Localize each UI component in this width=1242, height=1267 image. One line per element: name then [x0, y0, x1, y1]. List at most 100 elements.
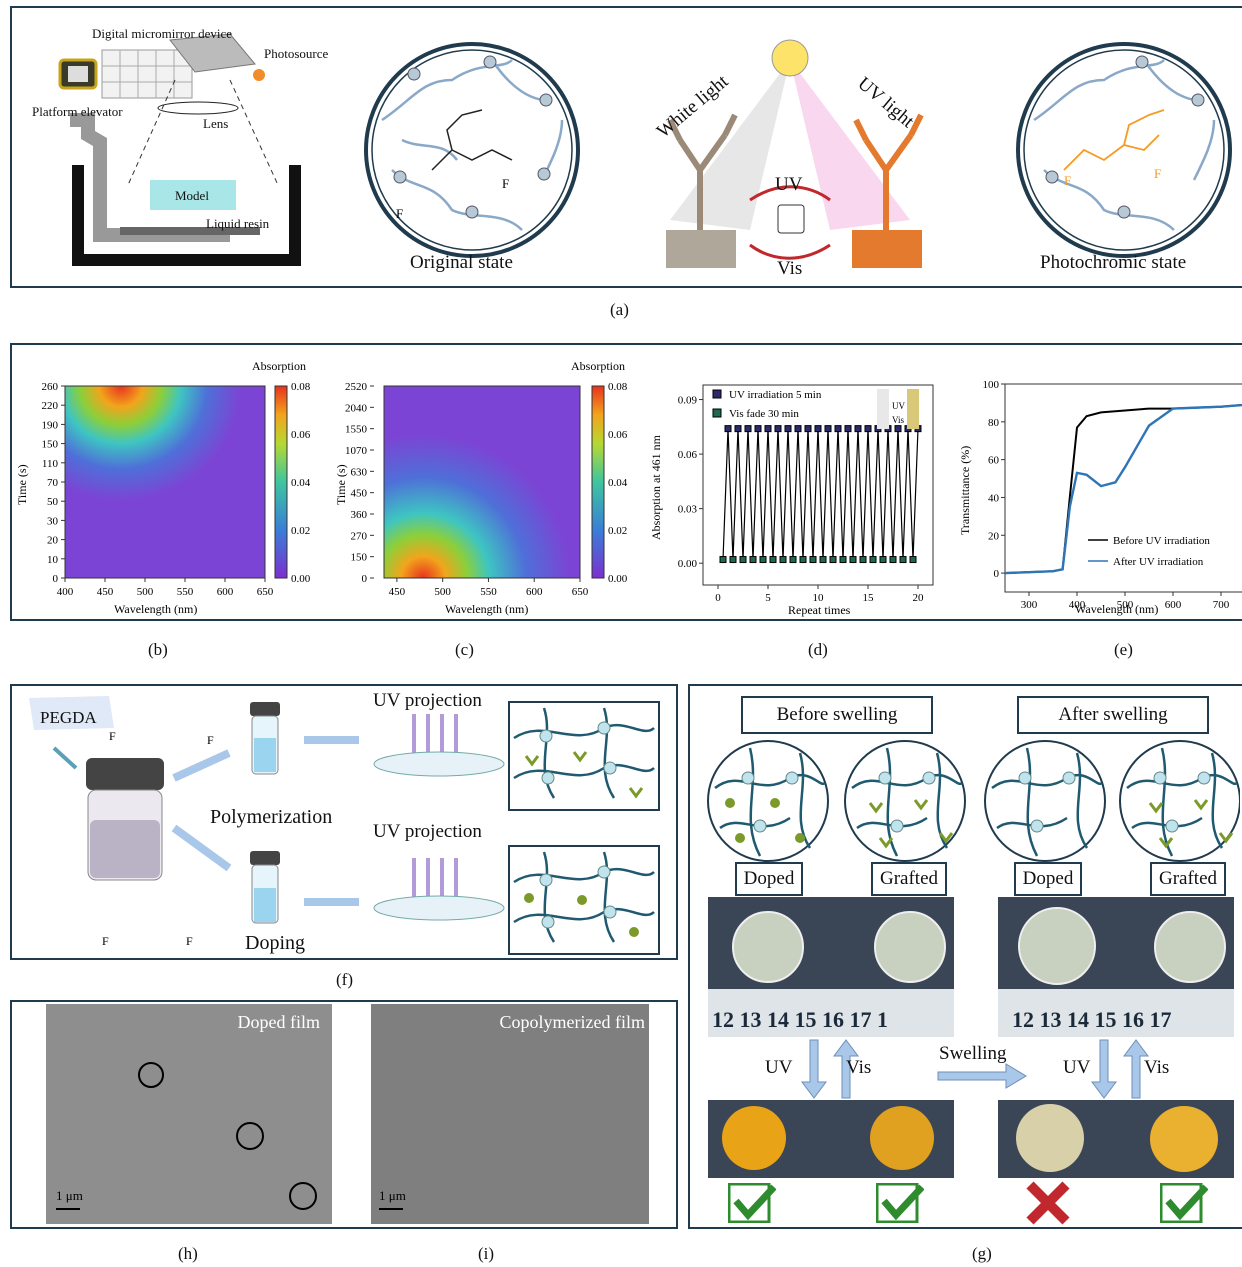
colorbar-tick-label: 0.04: [291, 477, 311, 489]
sem-copolymerized-scale: 1 μm: [379, 1188, 406, 1203]
x-tick-label: 600: [217, 586, 234, 598]
x-tick-label: 20: [913, 592, 925, 604]
vis-point: [899, 556, 907, 564]
vis-point: [789, 556, 797, 564]
svg-text:F: F: [102, 934, 109, 948]
y-tick-label: 260: [42, 381, 59, 393]
colorbar-tick-label: 0.06: [291, 429, 311, 441]
sem-copolymerized-film: Copolymerized film 1 μm: [371, 1004, 649, 1224]
doped-label-after: Doped: [1014, 862, 1082, 896]
y-tick-label: 0: [53, 573, 59, 585]
legend-after-uv: After UV irradiation: [1113, 556, 1204, 568]
uv-point: [754, 425, 762, 433]
uv-point: [734, 425, 742, 433]
original-state-label: Original state: [410, 252, 513, 273]
polymerization-label: Polymerization: [210, 806, 333, 828]
g-uv-label-1: UV: [765, 1057, 793, 1078]
uv-point: [894, 425, 902, 433]
y-tick-label: 2040: [345, 402, 368, 414]
caption-c: (c): [455, 640, 474, 659]
svg-text:F: F: [109, 729, 116, 743]
inset-uv: UV: [892, 401, 905, 411]
disc-grafted-before: [874, 911, 946, 983]
heatmap-c-xlabel: Wavelength (nm): [445, 602, 528, 616]
lens-label: Lens: [203, 116, 229, 131]
x-tick-label: 550: [480, 586, 497, 598]
y-tick-label: 220: [42, 400, 59, 412]
heatmap-b-xlabel: Wavelength (nm): [114, 602, 197, 616]
svg-text:F: F: [396, 206, 403, 221]
ruler-numbers-after: 12 13 14 15 16 17: [1012, 1007, 1172, 1032]
particle-circle-1: [138, 1062, 164, 1088]
transmittance-chart-e-series: [1004, 403, 1242, 575]
vis-point: [809, 556, 817, 564]
y-tick-label: 20: [988, 530, 1000, 542]
swelling-networks: [707, 740, 1240, 862]
transmittance-chart-e-axes: 300 400 500 600 700 0 20 40 60 80 100: [983, 379, 1230, 611]
resin-label: Liquid resin: [206, 216, 270, 231]
heatmap-b-colorbar-title: Absorption: [252, 359, 306, 373]
dmd-label: Digital micromirror device: [92, 26, 233, 41]
vis-point: [759, 556, 767, 564]
vis-point: [729, 556, 737, 564]
vis-point: [879, 556, 887, 564]
colorbar-tick-label: 0.00: [291, 573, 311, 585]
uv-point: [784, 425, 792, 433]
after-swelling-box: After swelling: [1017, 696, 1209, 734]
uv-point: [724, 425, 732, 433]
photo-before-swelling: 12 13 14 15 16 17 1: [708, 897, 954, 1037]
uv-point: [804, 425, 812, 433]
g-arrows: [801, 1039, 1149, 1099]
vis-point: [849, 556, 857, 564]
g-swelling-label: Swelling: [939, 1043, 1007, 1064]
uv-point: [824, 425, 832, 433]
y-tick-label: 70: [47, 477, 59, 489]
y-tick-label: 1550: [345, 424, 368, 436]
caption-d: (d): [808, 640, 828, 659]
disc-doped-before: [732, 911, 804, 983]
y-tick-label: 1070: [345, 445, 368, 457]
svg-text:F: F: [207, 733, 214, 747]
y-tick-label: 10: [47, 554, 59, 566]
ruler-after: 12 13 14 15 16 17: [998, 989, 1234, 1037]
x-tick-label: 400: [1069, 599, 1086, 611]
sem-doped-film: Doped film 1 μm: [46, 1004, 332, 1224]
vis-point: [829, 556, 837, 564]
printer-schematic: [58, 33, 301, 266]
caption-g: (g): [972, 1244, 992, 1263]
x-tick-label: 550: [177, 586, 194, 598]
x-tick-label: 600: [1165, 599, 1182, 611]
svg-text:F: F: [186, 934, 193, 948]
check-icon-3: [1160, 1183, 1208, 1223]
sem-doped-scale: 1 μm: [56, 1188, 83, 1203]
ruler-numbers-before: 12 13 14 15 16 17 1: [712, 1007, 888, 1032]
transmittance-chart-e: 300 400 500 600 700 0 20 40 60 80 100 Before UV ir…: [958, 379, 1242, 616]
ruler-before: 12 13 14 15 16 17 1: [708, 989, 954, 1037]
x-tick-label: 450: [97, 586, 114, 598]
uv-point: [844, 425, 852, 433]
x-tick-label: 400: [57, 586, 74, 598]
platform-label: Platform elevator: [32, 104, 123, 119]
sem-copolymerized-title: Copolymerized film: [499, 1012, 645, 1032]
preparation-scheme: F F F F: [29, 696, 660, 955]
grafted-label-before: Grafted: [871, 862, 947, 896]
model-label: Model: [175, 188, 209, 203]
legend-before-uv: Before UV irradiation: [1113, 535, 1210, 547]
grafted-label-after: Grafted: [1150, 862, 1226, 896]
colorbar-tick-label: 0.02: [608, 525, 627, 537]
cycle-chart-d: 0 5 10 15 20 0.00 0.03 0.06 0.09 UV irradiation …: [649, 384, 934, 617]
vis-point: [769, 556, 777, 564]
check-icon-2: [876, 1183, 924, 1223]
y-tick-label: 20: [47, 535, 59, 547]
caption-i: (i): [478, 1244, 495, 1263]
g-vis-label-1: Vis: [846, 1057, 872, 1078]
x-tick-label: 500: [1117, 599, 1134, 611]
cycle-chart-d-legend: UV irradiation 5 min Vis fade 30 min: [712, 389, 822, 420]
x-tick-label: 600: [526, 586, 543, 598]
pegda-label: PEGDA: [40, 708, 97, 727]
particle-circle-3: [289, 1182, 317, 1210]
cycle-chart-d-axes: 0 5 10 15 20 0.00 0.03 0.06 0.09: [678, 395, 924, 604]
uv-point: [854, 425, 862, 433]
vis-point: [819, 556, 827, 564]
check-icon-1: [728, 1183, 776, 1223]
